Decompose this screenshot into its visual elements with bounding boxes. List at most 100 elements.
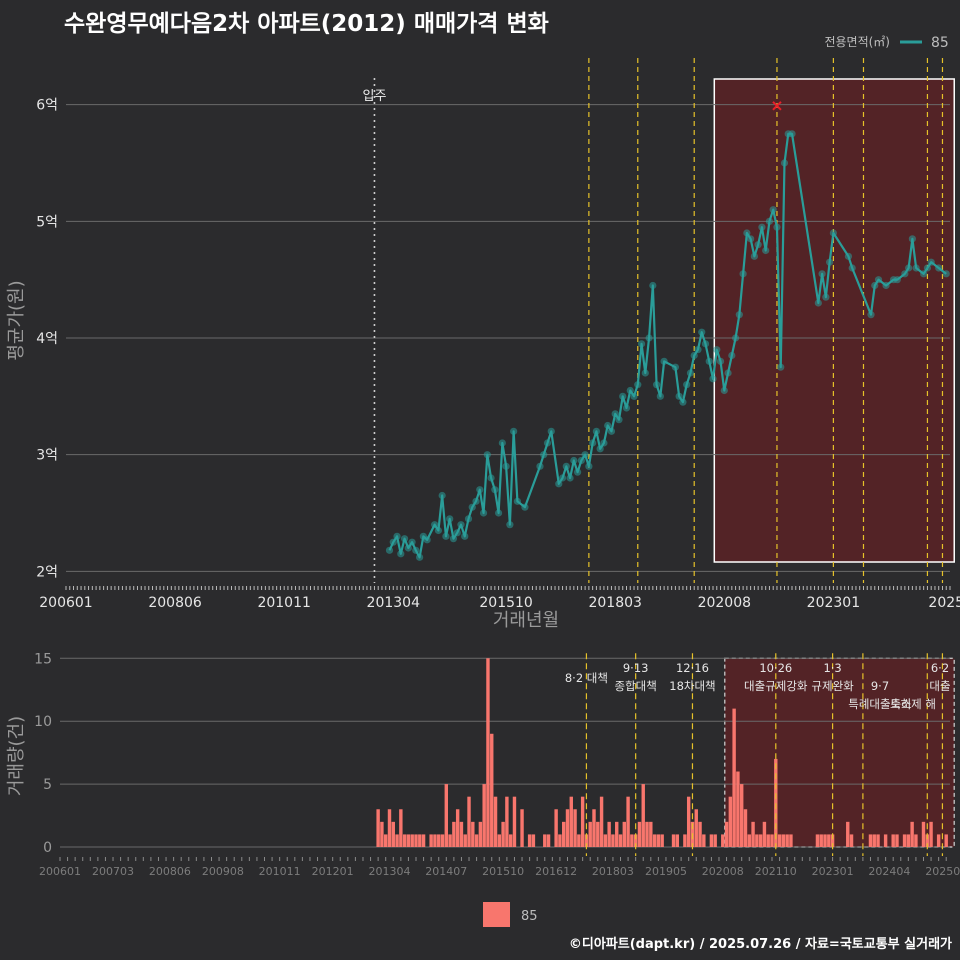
volume-bar	[463, 834, 467, 847]
price-point	[431, 521, 439, 529]
volume-bar	[732, 708, 736, 847]
price-x-tick-label: 201011	[257, 595, 310, 611]
price-point	[397, 550, 405, 558]
volume-bar	[906, 834, 911, 847]
volume-bar	[633, 834, 638, 847]
price-point	[912, 264, 920, 272]
price-x-tick-label: 201510	[479, 595, 532, 611]
price-point	[506, 521, 514, 529]
volume-y-tick-label: 10	[34, 714, 52, 730]
volume-bar	[584, 834, 589, 847]
volume-x-tick-label: 201407	[425, 865, 467, 878]
volume-bar	[758, 834, 763, 847]
price-point	[698, 328, 706, 336]
price-point	[408, 538, 416, 546]
policy-label: 1·3	[823, 661, 841, 675]
volume-bar	[819, 834, 823, 847]
legend-label-85: 85	[931, 35, 949, 51]
price-x-tick-label: 200806	[148, 595, 202, 611]
price-point	[547, 427, 555, 435]
price-point	[893, 276, 901, 284]
price-point	[641, 369, 649, 377]
price-point	[472, 497, 480, 505]
price-point	[679, 398, 687, 406]
policy-label: 9·13	[623, 661, 649, 675]
volume-bar	[580, 796, 585, 847]
price-point	[905, 264, 913, 272]
policy-label: 특례대출축소	[848, 697, 911, 711]
volume-bar	[770, 834, 774, 847]
volume-bar	[936, 834, 941, 847]
page-title: 수완영무예다음2차 아파트(2012) 매매가격 변화	[64, 11, 549, 37]
price-point	[750, 252, 758, 260]
volume-bar	[490, 733, 494, 847]
price-point	[818, 270, 826, 278]
price-point	[908, 235, 916, 243]
volume-legend-label-85: 85	[521, 909, 538, 924]
policy-label: 10·26	[759, 661, 792, 675]
volume-bar	[611, 834, 615, 847]
volume-bar	[868, 834, 873, 847]
price-point	[498, 439, 506, 447]
price-point	[690, 351, 698, 360]
price-point	[487, 474, 495, 482]
volume-bar	[929, 821, 933, 847]
volume-bar	[505, 796, 509, 847]
price-point	[660, 357, 668, 365]
price-point	[743, 229, 751, 237]
price-point	[442, 532, 450, 540]
price-point	[874, 276, 883, 284]
price-x-tick-label: 201304	[367, 595, 421, 611]
price-point	[536, 462, 544, 470]
price-point	[449, 535, 458, 543]
volume-bar	[429, 834, 433, 847]
price-point	[592, 427, 601, 435]
volume-bar	[777, 834, 782, 847]
policy-label: 18차대책	[669, 679, 715, 693]
volume-y-tick-label: 5	[43, 777, 52, 793]
price-point	[683, 381, 691, 389]
volume-bar	[827, 834, 831, 847]
price-y-tick-label: 4억	[36, 331, 58, 347]
price-x-tick-label: 202301	[807, 595, 860, 611]
price-x-axis-title: 거래년월	[493, 610, 559, 631]
policy-label: 규제완화	[811, 679, 854, 693]
volume-bar	[493, 796, 498, 847]
volume-x-tick-label: 200806	[149, 865, 191, 878]
price-point	[634, 381, 642, 389]
price-point	[483, 451, 491, 459]
price-point	[694, 346, 702, 354]
volume-bar	[391, 821, 395, 847]
volume-bar	[914, 834, 918, 847]
price-point	[619, 392, 627, 400]
price-point	[393, 532, 401, 540]
volume-bar	[376, 809, 380, 847]
price-point	[701, 340, 710, 348]
volume-bar	[823, 834, 827, 847]
volume-bar	[891, 834, 895, 847]
volume-bar	[482, 784, 486, 847]
price-point	[589, 439, 597, 447]
price-point	[446, 515, 454, 523]
volume-y-tick-label: 0	[43, 840, 52, 856]
price-point	[453, 529, 461, 537]
price-point	[649, 281, 657, 290]
volume-x-tick-label: 201201	[312, 865, 354, 878]
volume-highlight-box	[724, 657, 955, 848]
volume-bar	[471, 821, 475, 847]
price-point	[724, 369, 732, 377]
volume-bar	[531, 834, 536, 847]
price-point	[671, 363, 679, 371]
price-point	[555, 480, 563, 488]
price-x-tick-label: 201803	[588, 595, 641, 611]
price-point	[423, 536, 431, 544]
volume-bar	[626, 796, 630, 847]
price-point	[927, 258, 935, 266]
volume-x-tick-label: 202301	[812, 865, 854, 878]
volume-bar	[387, 809, 392, 847]
volume-bar	[736, 771, 740, 847]
price-y-tick-label: 6억	[36, 98, 58, 114]
volume-bar	[622, 821, 627, 847]
price-point	[826, 258, 834, 266]
